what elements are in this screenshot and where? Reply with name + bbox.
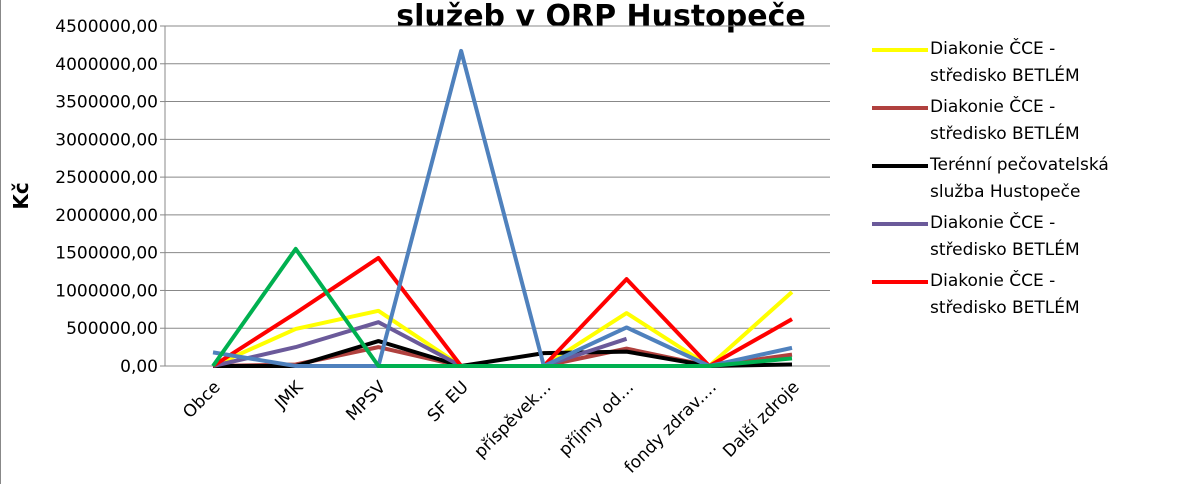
x-tick-label: příspěvek… [471, 377, 556, 462]
legend-swatch [872, 222, 928, 226]
x-tick-label: Obce [179, 377, 224, 422]
y-axis-label: Kč [9, 182, 33, 209]
x-tick-label: příjmy od… [555, 377, 638, 460]
chart-title: služeb v ORP Hustopeče [396, 0, 805, 34]
series-line [213, 339, 793, 368]
legend-label: Diakonie ČCE - středisko BETLÉM [930, 271, 1080, 318]
legend-label: Terénní pečovatelská služba Hustopeče [930, 155, 1109, 202]
y-tick-label: 4500000,00 [55, 17, 158, 37]
y-tick-label: 2500000,00 [55, 168, 158, 188]
legend-label: Diakonie ČCE - středisko BETLÉM [930, 213, 1080, 260]
legend-label: Diakonie ČCE - středisko BETLÉM [930, 39, 1080, 86]
y-tick-label: 2000000,00 [55, 206, 158, 226]
x-tick-label: MPSV [342, 377, 390, 425]
y-tick-label: 1000000,00 [55, 281, 158, 301]
legend-swatch [872, 164, 928, 168]
y-tick-label: 4000000,00 [55, 55, 158, 75]
legend-swatch [872, 48, 928, 52]
y-tick-label: 3000000,00 [55, 130, 158, 150]
y-tick-label: 1500000,00 [55, 244, 158, 264]
x-tick-label: JMK [271, 377, 308, 414]
legend-entry: Diakonie ČCE - středisko BETLÉM [872, 210, 1137, 264]
legend-swatch [872, 280, 928, 284]
legend-entry: Diakonie ČCE - středisko BETLÉM [872, 268, 1137, 322]
legend-entry: Terénní pečovatelská služba Hustopeče [872, 152, 1137, 206]
legend-entry: Diakonie ČCE - středisko BETLÉM [872, 94, 1137, 148]
y-tick-label: 0,00 [120, 357, 158, 377]
series-line [212, 48, 793, 368]
y-tick-label: 3500000,00 [55, 93, 158, 113]
legend-entry: Diakonie ČCE - středisko BETLÉM [872, 36, 1137, 90]
legend-swatch [872, 106, 928, 110]
series-line [211, 246, 793, 368]
x-tick-label: Další zdroje [719, 377, 803, 461]
legend-label: Diakonie ČCE - středisko BETLÉM [930, 97, 1080, 144]
y-tick-label: 500000,00 [66, 319, 158, 339]
series-line [212, 290, 794, 368]
x-tick-label: SF EU [424, 377, 473, 426]
series-line [211, 255, 793, 368]
legend: Diakonie ČCE - středisko BETLÉM Diakonie … [872, 36, 1137, 326]
